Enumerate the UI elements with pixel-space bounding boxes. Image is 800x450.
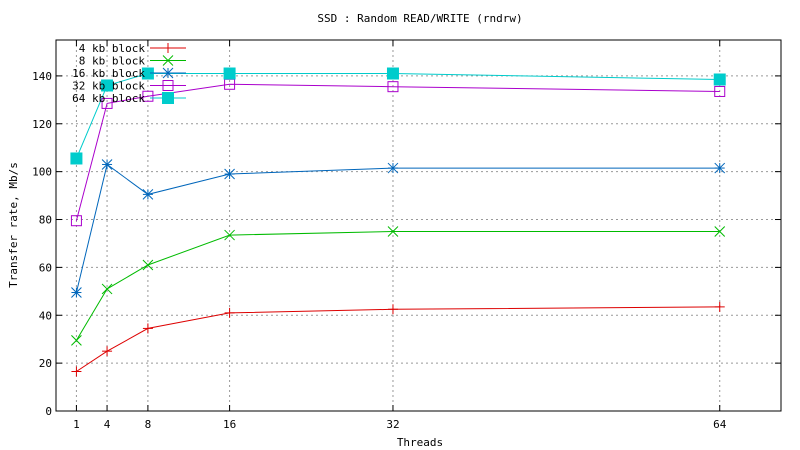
data-point (71, 335, 82, 346)
y-tick-label: 80 (39, 214, 52, 227)
y-axis: 0 20 40 60 80 100 120 140 (32, 70, 781, 418)
data-point (71, 366, 82, 377)
y-axis-label: Transfer rate, Mb/s (7, 162, 20, 288)
data-point (714, 301, 725, 312)
data-point (387, 81, 399, 93)
y-tick-label: 60 (39, 261, 52, 274)
x-axis-label: Threads (397, 436, 443, 449)
legend-marker (162, 80, 174, 91)
x-tick-label: 16 (223, 418, 236, 431)
legend-label: 16 kb block (72, 67, 145, 80)
data-point (101, 283, 113, 295)
x-tick-label: 64 (713, 418, 727, 431)
data-point (101, 97, 113, 109)
grid (56, 40, 781, 411)
y-tick-label: 20 (39, 357, 52, 370)
chart-title: SSD : Random READ/WRITE (rndrw) (317, 12, 522, 25)
legend-label: 64 kb block (72, 92, 145, 105)
y-tick-label: 120 (32, 118, 52, 131)
legend-label: 4 kb block (79, 42, 146, 55)
x-tick-label: 32 (386, 418, 399, 431)
data-point (101, 79, 114, 92)
series-line (75, 83, 720, 221)
series-points (70, 67, 726, 377)
data-point (224, 168, 235, 180)
data-point (386, 67, 399, 80)
series-line (75, 163, 720, 293)
data-point (387, 304, 398, 315)
data-point (713, 73, 726, 86)
data-point (70, 152, 83, 165)
data-point (714, 162, 726, 174)
series-line (75, 231, 720, 341)
data-point (71, 287, 82, 298)
x-axis: 1 4 8 16 32 64 (73, 40, 727, 431)
series-line (76, 306, 720, 372)
series-lines (75, 73, 720, 372)
legend-label: 32 kb block (72, 80, 145, 93)
y-tick-label: 100 (32, 166, 52, 179)
data-point (141, 67, 154, 80)
data-point (142, 259, 154, 271)
legend-marker (162, 67, 174, 79)
data-point (387, 162, 399, 174)
x-tick-label: 8 (145, 418, 152, 431)
y-tick-label: 0 (45, 405, 52, 418)
data-point (714, 85, 726, 97)
x-tick-label: 4 (104, 418, 111, 431)
data-point (224, 229, 235, 241)
plot-frame (55, 39, 782, 412)
x-tick-label: 1 (73, 418, 80, 431)
data-point (387, 226, 399, 237)
data-point (142, 90, 154, 102)
legend-marker (163, 43, 173, 53)
data-point (102, 346, 113, 357)
data-point (70, 215, 82, 227)
data-point (224, 307, 235, 318)
y-tick-label: 140 (32, 70, 52, 83)
y-tick-label: 40 (39, 309, 52, 322)
series-line (75, 73, 720, 159)
data-point (714, 226, 726, 237)
data-point (101, 159, 113, 170)
legend-marker (162, 55, 174, 66)
data-point (142, 323, 153, 334)
data-point (223, 67, 236, 80)
data-point (142, 189, 154, 200)
legend-label: 8 kb block (79, 55, 146, 68)
legend-marker (162, 92, 174, 104)
